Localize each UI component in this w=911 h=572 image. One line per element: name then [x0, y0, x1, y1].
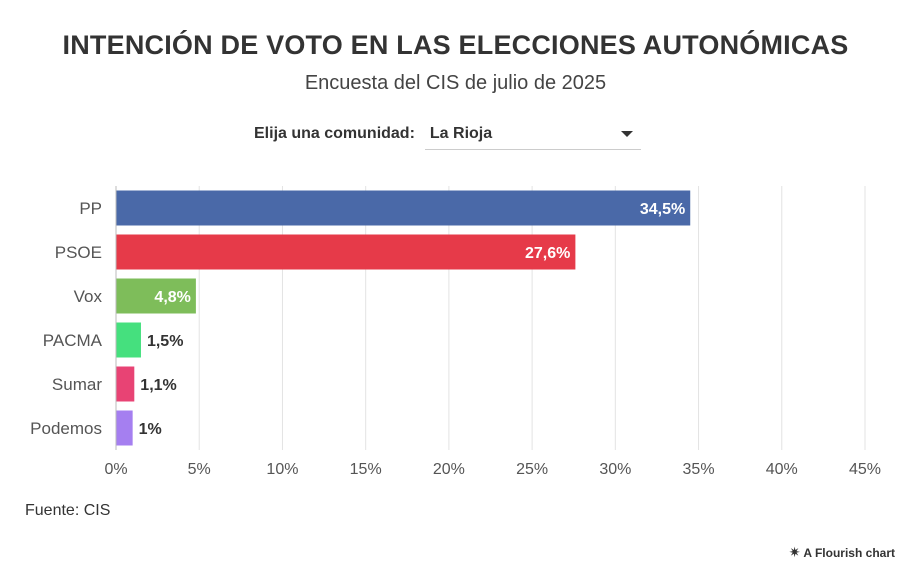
x-tick-label: 5% — [188, 461, 211, 478]
data-label: 1,1% — [140, 377, 176, 394]
bar-pacma — [116, 322, 141, 358]
bar-sumar — [116, 366, 135, 402]
x-tick-label: 30% — [599, 461, 631, 478]
bar-podemos — [116, 410, 133, 446]
category-label: Vox — [74, 287, 103, 306]
community-dropdown[interactable]: La Rioja — [424, 119, 641, 150]
chart-title: INTENCIÓN DE VOTO EN LAS ELECCIONES AUTO… — [62, 30, 849, 60]
data-label: 4,8% — [154, 289, 190, 306]
x-tick-label: 15% — [350, 461, 382, 478]
source-note: Fuente: CIS — [25, 502, 111, 519]
community-selector: Elija una comunidad: La Rioja — [254, 118, 641, 150]
x-tick-label: 0% — [104, 461, 127, 478]
community-selector-label: Elija una comunidad: — [254, 125, 415, 142]
flourish-credit-link[interactable]: ✷ A Flourish chart — [789, 544, 895, 561]
x-tick-label: 40% — [766, 461, 798, 478]
bar-vox — [116, 278, 196, 314]
x-tick-label: 10% — [266, 461, 298, 478]
category-label: Sumar — [52, 375, 102, 394]
flourish-credit-text: A Flourish chart — [803, 545, 895, 560]
x-tick-label: 25% — [516, 461, 548, 478]
chart-subtitle: Encuesta del CIS de julio de 2025 — [304, 72, 607, 94]
category-label: PSOE — [55, 243, 102, 262]
bar-psoe — [116, 234, 576, 270]
category-label: PP — [79, 199, 102, 218]
bar-chart: 0% 5% 10% 15% 20% 25% 30% 35% 40% 45% PP 34,5% PSOE 2… — [30, 186, 881, 478]
chevron-down-icon — [620, 130, 633, 137]
data-label: 1% — [139, 421, 162, 438]
community-dropdown-value: La Rioja — [429, 124, 493, 142]
data-label: 27,6% — [525, 245, 570, 262]
data-label: 34,5% — [640, 201, 685, 218]
category-label: Podemos — [30, 419, 102, 438]
x-tick-label: 20% — [433, 461, 465, 478]
category-label: PACMA — [43, 331, 103, 350]
x-tick-label: 35% — [683, 461, 715, 478]
bar-pp — [116, 190, 691, 226]
x-tick-label: 45% — [849, 461, 881, 478]
flourish-icon: ✷ — [788, 544, 801, 560]
data-label: 1,5% — [147, 333, 183, 350]
